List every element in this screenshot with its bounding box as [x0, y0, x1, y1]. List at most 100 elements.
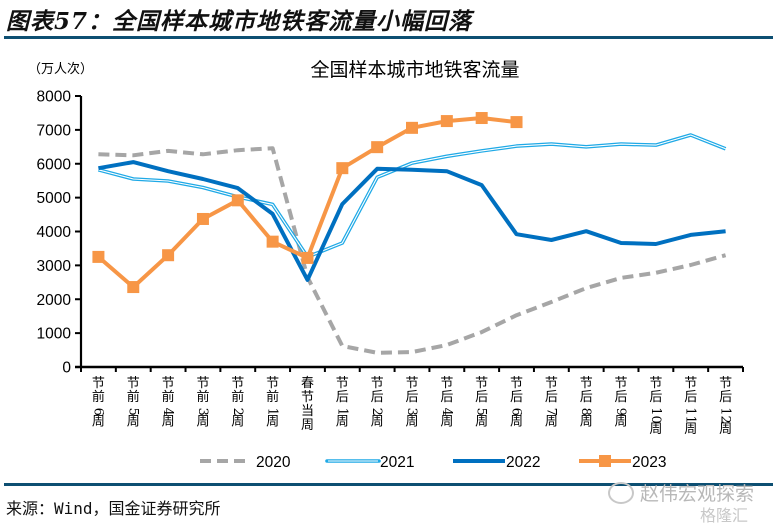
x-tick-label-char: 前	[231, 389, 244, 405]
x-tick-label-digit: 11	[683, 407, 698, 424]
x-tick-label-char: 周	[371, 415, 384, 430]
x-tick-label-char: 节	[127, 376, 140, 391]
x-tick-label-char: 周	[510, 415, 523, 430]
x-tick-label-char: 节	[266, 376, 279, 391]
y-tick-label: 7000	[37, 122, 72, 139]
y-tick-label: 4000	[37, 224, 72, 241]
x-tick-label: 节前 2周	[230, 376, 245, 430]
chart-title: 全国样本城市地铁客流量	[310, 59, 519, 81]
x-tick-label-char: 周	[405, 415, 418, 430]
x-tick-label-digit: 6	[509, 408, 524, 416]
x-tick-label-char: 前	[127, 389, 140, 405]
x-tick-label-char: 当	[301, 404, 314, 419]
x-tick-label-char: 后	[580, 390, 593, 405]
series-line-inner-2021	[98, 134, 726, 258]
x-tick-label: 节后 12周	[718, 376, 733, 437]
x-tick-label-char: 周	[545, 415, 558, 430]
x-tick-label-digit: 3	[404, 408, 419, 416]
x-tick-label-char: 春	[301, 376, 314, 391]
watermark-account: 赵伟宏观探索	[640, 483, 755, 505]
x-tick-label-char: 后	[545, 390, 558, 405]
x-tick-label-digit: 3	[195, 408, 210, 416]
x-tick-label-char: 节	[336, 376, 349, 391]
x-tick-label-char: 后	[649, 390, 662, 405]
data-point-2023	[127, 281, 140, 294]
x-tick-label: 节前 6周	[90, 376, 105, 430]
axes: 010002000300040005000600070008000节前6周节前5…	[37, 89, 744, 437]
data-point-2023	[301, 251, 314, 264]
x-tick-label-char: 周	[127, 415, 140, 430]
data-point-2023	[92, 250, 105, 263]
series-line-2020	[98, 146, 727, 355]
y-tick-label: 3000	[37, 258, 72, 275]
x-tick-label-char: 后	[371, 390, 384, 405]
x-tick-label-char: 节	[475, 376, 488, 391]
x-tick-label-char: 后	[336, 390, 349, 405]
x-tick-label-char: 节	[92, 376, 105, 391]
data-point-2023	[336, 162, 349, 175]
watermark-logo: 格隆汇	[700, 506, 749, 525]
x-tick-label-char: 前	[162, 389, 175, 405]
legend-label: 2020	[256, 454, 291, 471]
data-point-2023	[510, 116, 523, 129]
x-tick-label-digit: 2	[230, 408, 245, 416]
data-point-2023	[196, 212, 209, 225]
data-point-2023	[371, 141, 384, 154]
series-2020	[98, 146, 727, 355]
data-point-2023	[162, 249, 175, 262]
legend-item-2022: 2022	[453, 454, 540, 471]
x-tick-label-char: 节	[719, 376, 732, 391]
x-tick-label-char: 节	[684, 376, 697, 391]
x-tick-label: 节后 8周	[578, 376, 593, 430]
x-tick-label-char: 后	[684, 390, 697, 405]
x-tick-label-digit: 12	[718, 407, 733, 424]
legend-item-2020: 2020	[200, 454, 291, 471]
x-tick-label-char: 周	[580, 415, 593, 430]
source-note: 来源：Wind，国金证券研究所	[6, 499, 221, 518]
x-tick-label: 节后 1周	[334, 376, 349, 430]
legend: 2020 2021 2022 2023	[200, 454, 666, 471]
legend-item-2023: 2023	[579, 454, 666, 471]
x-tick-label-digit: 9	[613, 408, 628, 416]
x-tick-label-char: 节	[301, 390, 314, 405]
y-tick-label: 0	[62, 360, 71, 377]
x-tick-label: 节前 3周	[195, 376, 210, 430]
x-tick-label-digit: 10	[648, 407, 663, 424]
x-tick-label-char: 节	[545, 376, 558, 391]
x-tick-label: 节后 7周	[543, 376, 558, 430]
x-tick-label-char: 后	[405, 390, 418, 405]
x-tick-label-char: 前	[266, 389, 279, 405]
x-tick-label-char: 节	[440, 376, 453, 391]
x-tick-label: 节后 10周	[648, 376, 663, 437]
wechat-icon	[608, 482, 634, 504]
y-tick-label: 6000	[37, 156, 72, 173]
x-tick-label-digit: 1	[265, 408, 280, 416]
figure-title: 图表57：全国样本城市地铁客流量小幅回落	[6, 8, 473, 35]
x-tick-label-char: 周	[615, 415, 628, 430]
x-tick-label: 节前 5周	[125, 376, 140, 430]
x-tick-label: 节前 4周	[160, 376, 175, 430]
y-tick-label: 2000	[37, 292, 72, 309]
x-tick-label-char: 周	[336, 415, 349, 430]
footer-rule	[4, 483, 773, 486]
x-tick-label-char: 前	[196, 389, 209, 405]
x-tick-label-char: 周	[92, 415, 105, 430]
x-tick-label: 节后 6周	[509, 376, 524, 430]
series-2023	[92, 112, 523, 294]
x-tick-label: 节后 4周	[439, 376, 454, 430]
x-tick-label-char: 周	[684, 422, 697, 437]
x-tick-label-char: 后	[615, 390, 628, 405]
x-tick-label-digit: 6	[90, 408, 105, 416]
x-tick-label-digit: 7	[543, 408, 558, 416]
x-tick-label-char: 节	[371, 376, 384, 391]
x-tick-label-char: 周	[475, 415, 488, 430]
x-tick-label-char: 后	[719, 390, 732, 405]
y-unit-label: （万人次）	[28, 61, 93, 77]
x-tick-label-char: 周	[301, 418, 314, 433]
legend-item-2021: 2021	[325, 454, 414, 471]
x-tick-label-char: 周	[719, 422, 732, 437]
x-tick-label-char: 节	[405, 376, 418, 391]
data-point-2023	[231, 194, 244, 207]
x-tick-label: 节后 2周	[369, 376, 384, 430]
